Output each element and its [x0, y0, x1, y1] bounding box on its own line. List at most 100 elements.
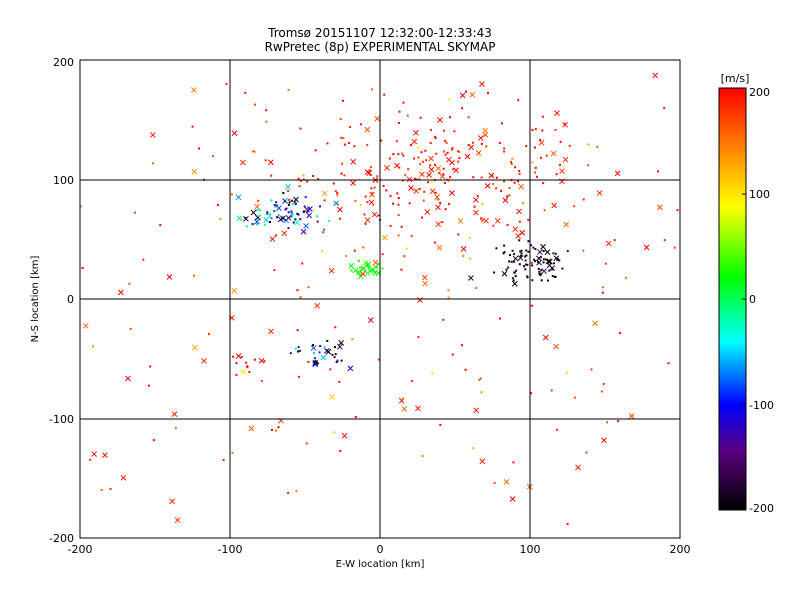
- dot-marker: [551, 275, 554, 278]
- dot-marker: [354, 199, 357, 202]
- dot-marker: [285, 198, 288, 201]
- dot-marker: [493, 271, 496, 274]
- dot-marker: [270, 217, 273, 220]
- dot-marker: [525, 254, 528, 257]
- dot-marker: [482, 218, 485, 221]
- dot-marker: [396, 192, 399, 195]
- dot-marker: [613, 239, 616, 242]
- dot-marker: [518, 239, 521, 242]
- dot-marker: [552, 252, 555, 255]
- dot-marker: [353, 145, 356, 148]
- x-marker: [350, 158, 357, 165]
- dot-marker: [676, 209, 679, 212]
- dot-marker: [467, 116, 470, 119]
- dot-marker: [481, 202, 484, 205]
- dot-marker: [373, 186, 376, 189]
- x-marker: [542, 334, 549, 341]
- dot-marker: [508, 187, 511, 189]
- dot-marker: [472, 447, 475, 450]
- x-marker: [329, 394, 336, 400]
- dot-marker: [370, 187, 373, 190]
- dot-marker: [409, 144, 412, 146]
- dot-marker: [480, 391, 483, 394]
- dot-marker: [413, 157, 415, 160]
- x-marker: [401, 406, 408, 412]
- dot-marker: [288, 202, 291, 205]
- x-marker: [509, 496, 516, 502]
- x-marker: [551, 202, 557, 209]
- dot-marker: [149, 365, 152, 368]
- dot-marker: [453, 130, 456, 133]
- dot-marker: [297, 350, 299, 353]
- x-marker: [248, 425, 255, 432]
- dot-marker: [378, 358, 381, 361]
- dot-marker: [397, 214, 400, 216]
- x-marker: [473, 407, 480, 414]
- x-marker: [413, 129, 419, 136]
- x-marker: [341, 432, 348, 439]
- dot-marker: [541, 115, 544, 118]
- dot-marker: [419, 116, 422, 119]
- dot-marker: [573, 396, 576, 399]
- dot-marker: [319, 205, 321, 208]
- x-marker: [303, 223, 309, 229]
- dot-marker: [524, 259, 527, 262]
- dot-marker: [380, 139, 383, 142]
- x-marker: [367, 317, 374, 323]
- dot-marker: [313, 357, 316, 360]
- x-marker: [381, 234, 388, 241]
- x-marker: [171, 411, 178, 417]
- dot-marker: [554, 252, 557, 255]
- dot-marker: [216, 204, 219, 206]
- dot-marker: [398, 110, 401, 113]
- x-marker: [166, 273, 173, 280]
- dot-marker: [559, 140, 562, 143]
- x-marker: [190, 87, 197, 93]
- dot-marker: [350, 269, 353, 272]
- dot-marker: [342, 99, 344, 102]
- x-marker: [285, 214, 292, 221]
- dot-marker: [500, 189, 503, 192]
- dot-marker: [530, 244, 533, 247]
- dot-marker: [515, 269, 517, 272]
- dot-marker: [273, 210, 276, 212]
- dot-marker: [447, 180, 450, 183]
- grid-lines: [80, 60, 680, 538]
- dot-marker: [334, 353, 337, 356]
- x-tick-labels: -200 -100 0 100 200: [68, 543, 691, 556]
- dot-marker: [506, 195, 509, 198]
- x-marker: [364, 217, 371, 223]
- dot-marker: [299, 349, 301, 352]
- x-marker: [384, 165, 390, 171]
- x-marker: [435, 221, 442, 228]
- x-marker: [310, 345, 317, 351]
- dot-marker: [553, 262, 555, 265]
- dot-marker: [606, 421, 609, 424]
- dot-marker: [294, 218, 297, 221]
- dot-marker: [277, 426, 280, 429]
- x-marker: [494, 217, 501, 224]
- dot-marker: [297, 346, 300, 349]
- dot-marker: [275, 234, 277, 237]
- dot-marker: [534, 248, 537, 250]
- dot-marker: [471, 141, 474, 144]
- x-marker: [449, 190, 455, 196]
- dot-marker: [271, 429, 273, 431]
- x-marker: [281, 230, 288, 237]
- x-marker: [91, 451, 97, 457]
- x-tick-label: 100: [520, 543, 541, 556]
- dot-marker: [534, 171, 537, 174]
- dot-marker: [291, 213, 294, 216]
- x-marker: [482, 131, 489, 138]
- dot-marker: [458, 157, 461, 160]
- dot-marker: [419, 163, 422, 166]
- dot-marker: [425, 159, 428, 162]
- dot-marker: [263, 360, 266, 363]
- dot-marker: [510, 260, 513, 263]
- x-marker: [413, 188, 420, 194]
- dot-marker: [222, 459, 225, 461]
- dot-marker: [421, 455, 424, 458]
- dot-marker: [501, 122, 503, 125]
- dot-marker: [397, 197, 400, 199]
- x-marker: [419, 171, 425, 178]
